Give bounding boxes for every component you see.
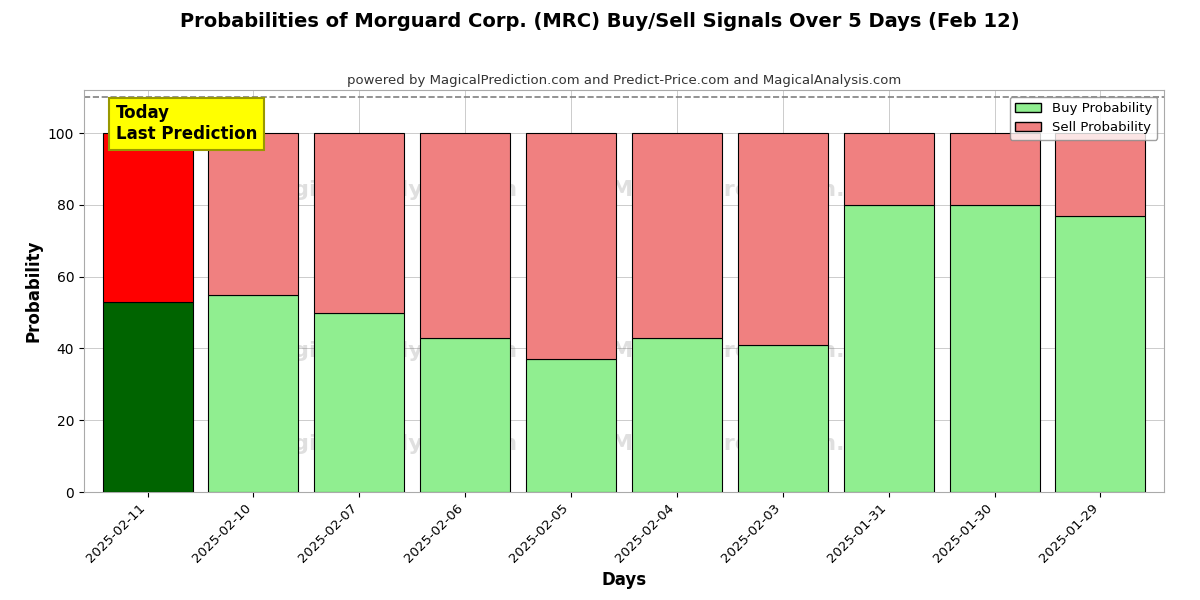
Bar <box>949 205 1039 492</box>
Legend: Buy Probability, Sell Probability: Buy Probability, Sell Probability <box>1009 97 1158 140</box>
Text: MagicalPrediction.com: MagicalPrediction.com <box>611 341 896 361</box>
Bar <box>526 359 616 492</box>
Bar <box>314 313 404 492</box>
Text: MagicalPrediction.com: MagicalPrediction.com <box>611 181 896 200</box>
Bar <box>1056 133 1146 215</box>
Title: powered by MagicalPrediction.com and Predict-Price.com and MagicalAnalysis.com: powered by MagicalPrediction.com and Pre… <box>347 74 901 88</box>
Bar <box>102 302 192 492</box>
Bar <box>420 133 510 338</box>
Bar <box>738 133 828 345</box>
Text: Today
Last Prediction: Today Last Prediction <box>115 104 257 143</box>
Text: MagicalAnalysis.com: MagicalAnalysis.com <box>256 434 517 454</box>
Bar <box>949 133 1039 205</box>
Text: MagicalPrediction.com: MagicalPrediction.com <box>611 434 896 454</box>
Bar <box>844 133 934 205</box>
Bar <box>102 133 192 302</box>
Bar <box>420 338 510 492</box>
Bar <box>632 133 722 338</box>
Bar <box>314 133 404 313</box>
Bar <box>738 345 828 492</box>
Bar <box>1056 215 1146 492</box>
Text: MagicalAnalysis.com: MagicalAnalysis.com <box>256 181 517 200</box>
Bar <box>526 133 616 359</box>
Y-axis label: Probability: Probability <box>24 240 42 342</box>
Bar <box>209 133 299 295</box>
Bar <box>209 295 299 492</box>
Bar <box>632 338 722 492</box>
Text: Probabilities of Morguard Corp. (MRC) Buy/Sell Signals Over 5 Days (Feb 12): Probabilities of Morguard Corp. (MRC) Bu… <box>180 12 1020 31</box>
Text: MagicalAnalysis.com: MagicalAnalysis.com <box>256 341 517 361</box>
X-axis label: Days: Days <box>601 571 647 589</box>
Bar <box>844 205 934 492</box>
